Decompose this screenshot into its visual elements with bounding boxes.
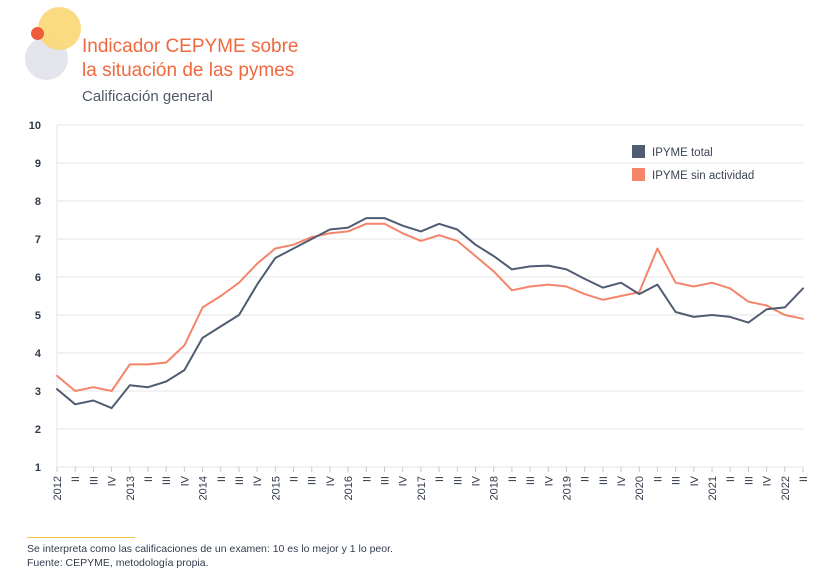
- x-tick-label: 2016: [343, 476, 355, 500]
- x-tick-label: IV: [762, 475, 774, 486]
- y-tick-label: 7: [35, 234, 41, 246]
- x-tick-label: 2021: [707, 476, 719, 500]
- x-tick-label: IV: [398, 475, 410, 486]
- x-tick-label: 2012: [52, 476, 64, 500]
- x-tick-label: 2022: [780, 476, 792, 500]
- x-tick-label: II: [143, 476, 155, 482]
- x-tick-label: 2020: [634, 476, 646, 500]
- chart-title-line-2: la situación de las pymes: [82, 60, 295, 81]
- y-tick-label: 1: [35, 462, 41, 474]
- x-tick-label: III: [307, 476, 319, 485]
- series-line-ipyme-total: [56, 217, 804, 410]
- x-tick-label: II: [507, 476, 519, 482]
- x-tick-label: IV: [107, 475, 119, 486]
- x-tick-label: II: [798, 476, 810, 482]
- footnote-divider: [27, 537, 135, 538]
- x-tick-label: III: [598, 476, 610, 485]
- chart-title: Indicador CEPYME sobre la situación de l…: [82, 35, 402, 83]
- y-tick-label: 4: [35, 348, 42, 360]
- x-tick-label: IV: [179, 475, 191, 486]
- x-tick-label: III: [743, 476, 755, 485]
- x-tick-label: II: [361, 476, 373, 482]
- x-tick-label: III: [671, 476, 683, 485]
- x-tick-label: 2017: [416, 476, 428, 500]
- y-tick-label: 8: [35, 196, 41, 208]
- x-tick-label: 2018: [489, 476, 501, 500]
- x-tick-label: IV: [325, 475, 337, 486]
- x-tick-label: II: [725, 476, 737, 482]
- x-tick-label: 2019: [561, 476, 573, 500]
- x-tick-label: II: [652, 476, 664, 482]
- x-tick-label: II: [70, 476, 82, 482]
- y-tick-label: 10: [29, 120, 41, 132]
- x-tick-label: III: [452, 476, 464, 485]
- x-tick-label: III: [525, 476, 537, 485]
- x-tick-label: II: [216, 476, 228, 482]
- x-tick-label: II: [289, 476, 301, 482]
- legend-label-ipyme-sin-actividad: IPYME sin actividad: [652, 170, 754, 182]
- x-tick-label: IV: [252, 475, 264, 486]
- y-tick-label: 2: [35, 424, 41, 436]
- x-tick-label: 2013: [125, 476, 137, 500]
- legend-label-ipyme-total: IPYME total: [652, 147, 713, 159]
- decorative-circle-yellow: [38, 7, 81, 50]
- x-tick-label: III: [88, 476, 100, 485]
- chart-subtitle: Calificación general: [82, 88, 213, 105]
- x-tick-label: II: [580, 476, 592, 482]
- y-tick-label: 9: [35, 158, 41, 170]
- decorative-circle-red: [31, 27, 44, 40]
- footnote-interpretation: Se interpreta como las calificaciones de…: [27, 543, 393, 555]
- x-tick-label: 2014: [198, 476, 210, 500]
- legend-swatch-ipyme-sin-actividad: [632, 168, 645, 181]
- x-tick-label: 2015: [270, 476, 282, 500]
- y-tick-label: 3: [35, 386, 41, 398]
- x-tick-label: III: [161, 476, 173, 485]
- x-tick-label: III: [380, 476, 392, 485]
- chart-title-line-1: Indicador CEPYME sobre: [82, 36, 299, 57]
- series-line-ipyme-sin-actividad: [56, 222, 804, 392]
- x-tick-label: III: [234, 476, 246, 485]
- y-tick-label: 6: [35, 272, 41, 284]
- x-tick-label: II: [434, 476, 446, 482]
- x-tick-label: IV: [616, 475, 628, 486]
- legend-swatch-ipyme-total: [632, 145, 645, 158]
- footnote-source: Fuente: CEPYME, metodología propia.: [27, 557, 209, 569]
- x-tick-label: IV: [689, 475, 701, 486]
- x-tick-label: IV: [543, 475, 555, 486]
- x-tick-label: IV: [470, 475, 482, 486]
- y-tick-label: 5: [35, 310, 41, 322]
